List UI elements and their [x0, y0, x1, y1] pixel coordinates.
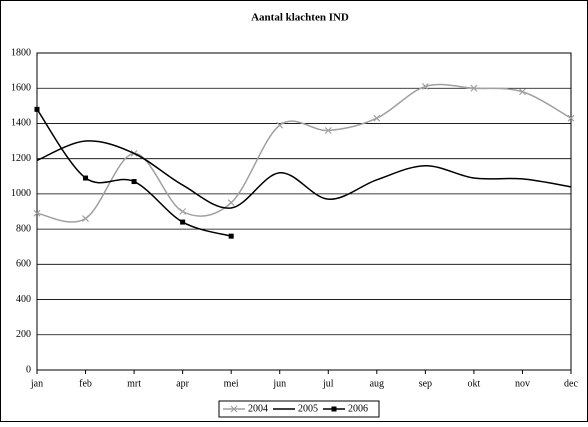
series-line — [36, 140, 572, 209]
x-tick-label: dec — [564, 378, 578, 389]
y-tick-label: 400 — [16, 294, 31, 305]
x-tick-label: mrt — [127, 378, 141, 389]
legend-label: 2005 — [298, 403, 318, 414]
x-tick-label: sep — [419, 378, 432, 389]
point-marker — [83, 175, 89, 181]
y-tick-label: 1000 — [11, 188, 31, 199]
y-tick-label: 1200 — [11, 153, 31, 164]
y-tick-label: 0 — [26, 364, 31, 375]
legend-box — [218, 400, 380, 418]
x-tick-label: aug — [370, 378, 384, 389]
chart-title: Aantal klachten IND — [251, 12, 349, 24]
x-tick-label: feb — [79, 378, 92, 389]
y-tick-label: 200 — [16, 329, 31, 340]
point-marker — [567, 114, 575, 122]
y-tick-label: 1800 — [11, 47, 31, 58]
point-marker — [421, 83, 429, 90]
y-tick-label: 600 — [16, 259, 31, 270]
point-marker — [276, 121, 284, 129]
x-tick-label: mei — [224, 378, 239, 389]
legend-marker — [331, 406, 337, 412]
point-marker — [227, 199, 235, 207]
y-tick-label: 800 — [16, 223, 31, 234]
point-marker — [180, 219, 186, 225]
y-tick-label: 1600 — [11, 83, 31, 94]
point-marker — [373, 114, 381, 122]
x-tick-label: jan — [30, 378, 43, 389]
x-tick-label: jul — [322, 378, 334, 389]
point-marker — [324, 127, 332, 134]
y-tick-label: 1400 — [11, 118, 31, 129]
point-marker — [228, 233, 234, 239]
point-marker — [33, 209, 41, 217]
legend-label: 2004 — [248, 403, 268, 414]
point-marker — [470, 84, 478, 92]
plot-border — [36, 52, 572, 371]
legend-marker — [230, 405, 238, 413]
point-marker — [179, 208, 187, 215]
point-marker — [131, 179, 137, 185]
x-tick-label: apr — [176, 378, 189, 389]
x-tick-label: nov — [515, 378, 530, 389]
x-tick-label: okt — [468, 378, 481, 389]
x-tick-label: jun — [272, 378, 286, 389]
legend-label: 2006 — [348, 403, 368, 414]
point-marker — [82, 215, 89, 222]
point-marker — [34, 106, 40, 112]
point-marker — [519, 88, 526, 96]
